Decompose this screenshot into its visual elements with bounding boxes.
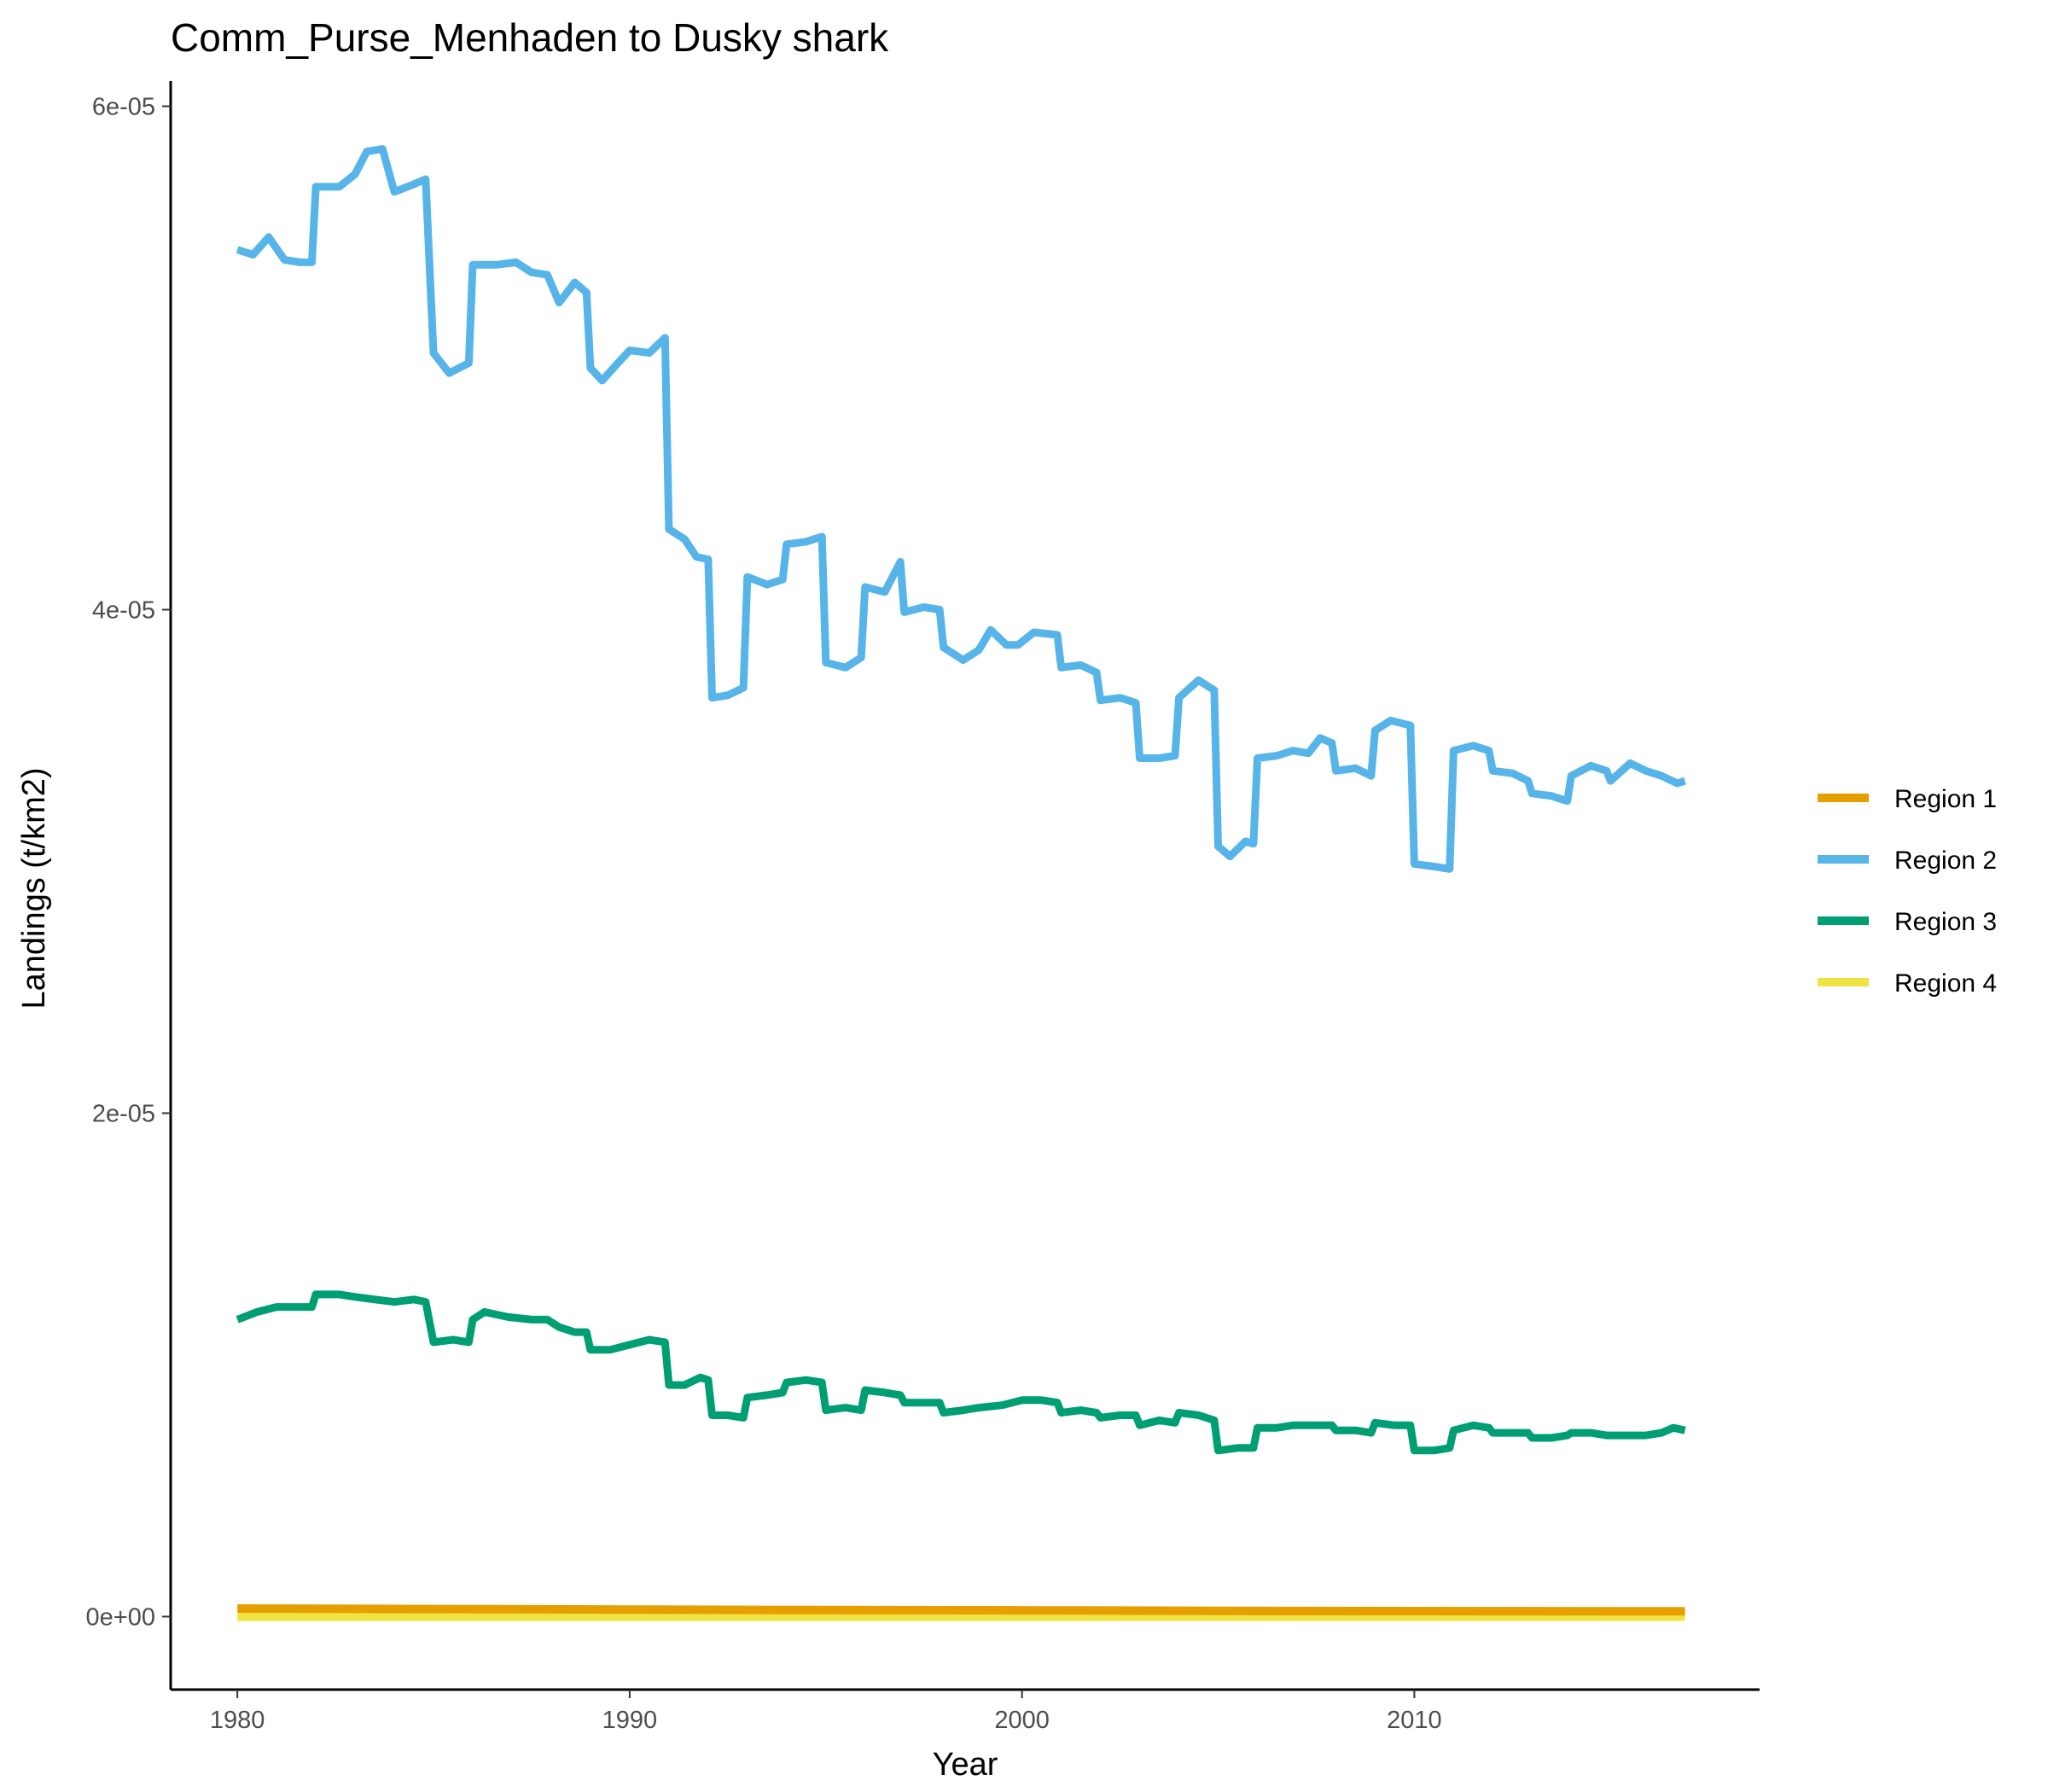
chart-title: Comm_Purse_Menhaden to Dusky shark <box>171 15 889 60</box>
y-axis-title: Landings (t/km2) <box>16 767 52 1009</box>
x-tick-label-2: 2000 <box>994 1707 1050 1734</box>
legend-label-region-4: Region 4 <box>1894 969 1997 998</box>
legend-label-region-1: Region 1 <box>1894 785 1997 813</box>
legend-label-region-3: Region 3 <box>1894 908 1997 936</box>
legend: Region 1 Region 2 Region 3 Region 4 <box>1818 785 1997 998</box>
y-tick-label-1: 2e-05 <box>92 1100 155 1127</box>
y-tick-label-3: 6e-05 <box>92 93 155 120</box>
y-tick-label-2: 4e-05 <box>92 596 155 624</box>
x-tick-label-3: 2010 <box>1387 1707 1442 1734</box>
series-line-region-3 <box>236 1290 1686 1455</box>
x-tick-label-1: 1990 <box>602 1707 658 1734</box>
x-axis-ticks: 1980 1990 2000 2010 <box>210 1690 1442 1734</box>
series-line-region-2 <box>236 145 1686 873</box>
series-line-region-1 <box>237 1604 1685 1616</box>
x-axis-title: Year <box>933 1747 998 1783</box>
y-axis-ticks: 0e+00 2e-05 4e-05 6e-05 <box>86 93 171 1631</box>
x-tick-label-0: 1980 <box>210 1707 265 1734</box>
y-tick-label-0: 0e+00 <box>86 1603 155 1631</box>
legend-label-region-2: Region 2 <box>1894 847 1997 875</box>
series-lines <box>236 145 1686 1621</box>
